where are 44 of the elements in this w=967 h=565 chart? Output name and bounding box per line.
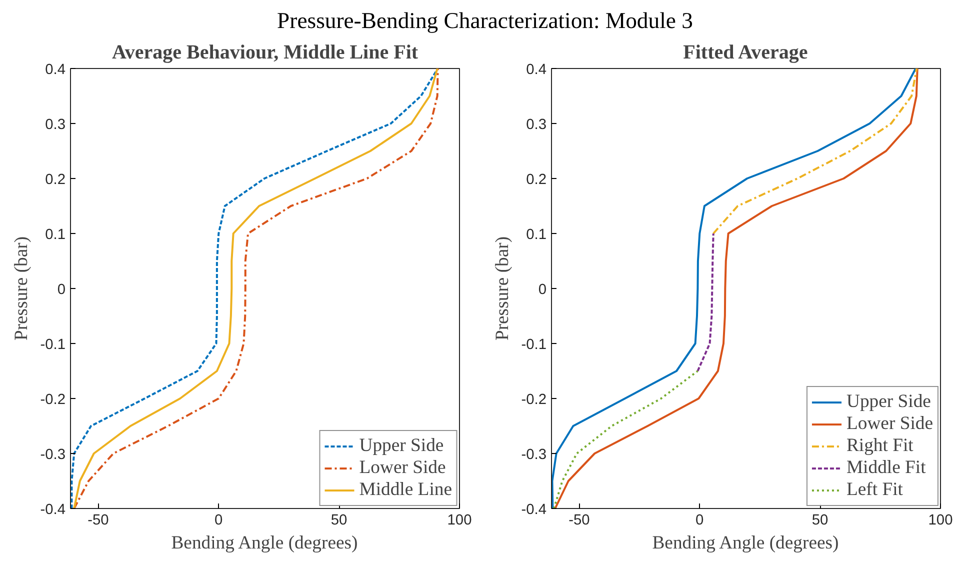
chart-title: Fitted Average (683, 42, 808, 64)
y-tick-label: -0.4 (40, 502, 66, 518)
text: Pressure-Bending Characterization: Module 3 (277, 7, 693, 35)
legend-label: Left Fit (846, 479, 903, 501)
x-tick-label: 100 (928, 512, 953, 528)
x-tick-label: -50 (88, 512, 109, 528)
legend-label: Lower Side (846, 413, 933, 435)
line-series (696, 232, 714, 372)
legend-label: Middle Fit (846, 457, 926, 479)
y-tick-label: 0.1 (526, 227, 546, 243)
y-tick-label: -0.1 (521, 337, 547, 353)
y-tick-label: 0.2 (526, 172, 546, 188)
x-tick-label: 0 (214, 512, 223, 528)
x-axis-title: Bending Angle (degrees) (171, 532, 358, 554)
x-tick-label: 0 (696, 512, 704, 528)
y-tick-label: 0.3 (526, 117, 546, 133)
x-tick-label: 100 (447, 512, 472, 528)
line-series (712, 68, 918, 234)
y-tick-label: -0.3 (521, 447, 547, 463)
y-tick-label: 0.4 (526, 62, 546, 78)
x-tick-label: 50 (812, 512, 828, 528)
x-tick-label: 50 (330, 512, 348, 528)
chart-title: Average Behaviour, Middle Line Fit (112, 42, 418, 64)
y-tick-label: -0.4 (521, 502, 547, 518)
legend-label: Upper Side (359, 435, 444, 457)
legend-label: Upper Side (846, 391, 931, 413)
legend-label: Lower Side (359, 457, 446, 479)
y-axis-title: Pressure (bar) (492, 236, 514, 341)
x-tick-label: -50 (568, 512, 590, 528)
y-tick-label: -0.3 (40, 447, 66, 463)
y-tick-label: -0.2 (521, 392, 547, 408)
y-tick-label: 0.2 (45, 172, 66, 188)
line-series (552, 370, 699, 508)
y-tick-label: 0.1 (45, 227, 66, 243)
y-axis-title: Pressure (bar) (11, 236, 32, 341)
legend-label: Right Fit (846, 435, 914, 457)
legend-label: Middle Line (359, 479, 452, 501)
y-tick-label: -0.2 (40, 392, 66, 408)
y-tick-label: -0.1 (40, 337, 66, 353)
y-tick-label: 0 (57, 282, 66, 298)
x-axis-title: Bending Angle (degrees) (652, 532, 839, 554)
y-tick-label: 0.3 (45, 117, 66, 133)
y-tick-label: 0 (538, 282, 547, 298)
y-tick-label: 0.4 (45, 62, 66, 78)
